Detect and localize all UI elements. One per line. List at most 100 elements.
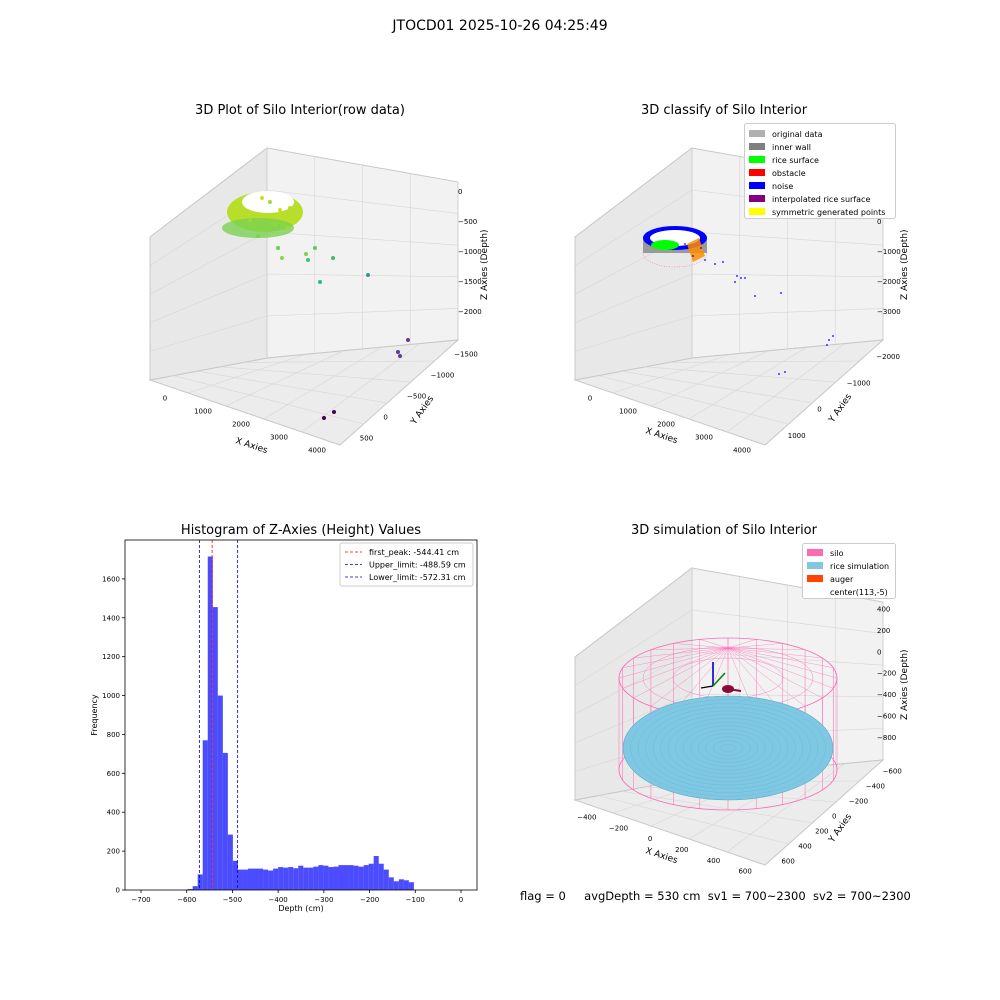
cls-x-tick-label: 4000	[733, 447, 751, 455]
raw-point	[288, 206, 292, 210]
classify-legend-swatch	[749, 195, 765, 202]
histogram-bar	[288, 867, 294, 890]
classify-noise-point	[754, 295, 756, 297]
sv1-value: sv1 = 700~2300	[707, 889, 806, 903]
classify-noise-point	[826, 344, 828, 346]
histogram-bar	[232, 860, 238, 890]
raw-z-ticks: 0 −500 −1000 −1500 −2000	[458, 188, 482, 316]
classify-legend-label: obstacle	[772, 169, 806, 178]
sim-legend: silo rice simulation auger center(113,-5)	[802, 543, 896, 599]
classify-noise-points	[684, 243, 834, 375]
raw-x-tick-label: 0	[163, 395, 167, 403]
histogram-y-tick-label: 200	[107, 848, 120, 856]
classify-noise-point	[784, 371, 786, 373]
classify-noise-point	[744, 277, 746, 279]
sim-legend-label: rice simulation	[830, 562, 889, 571]
histogram-x-tick-label: −100	[406, 896, 425, 904]
histogram-bar	[393, 881, 399, 890]
histogram-bar	[343, 865, 349, 890]
cls-x-tick-label: 1000	[619, 408, 637, 416]
sim-y-tick-label: −200	[849, 798, 868, 806]
histogram-x-tick-label: −300	[314, 896, 333, 904]
histogram-bar	[328, 867, 334, 890]
histogram-x-axis-label: Depth (cm)	[278, 904, 323, 913]
histogram-bar	[308, 867, 314, 890]
classify-noise-point	[704, 259, 706, 261]
histogram-bar	[383, 869, 389, 890]
classify-obstacle	[687, 238, 705, 262]
sim-auger	[700, 662, 742, 693]
histogram-bar	[207, 556, 213, 890]
classify-point-cloud	[642, 226, 708, 268]
sim-x-tick-label: −400	[577, 813, 596, 821]
histogram-x-tick-label: −600	[177, 896, 196, 904]
sim-z-tick-label: −200	[877, 670, 896, 678]
classify-noise-point	[722, 261, 724, 263]
sim-legend-label: silo	[830, 549, 844, 558]
sim-z-tick-label: −600	[877, 713, 896, 721]
histogram-bar	[283, 867, 289, 890]
classify-noise-point	[700, 247, 702, 249]
histogram-axes-frame	[124, 539, 478, 891]
sim-y-axis-label: Y Axies	[827, 812, 855, 845]
cls-z-tick-label: 0	[877, 218, 881, 226]
raw-x-ticks: 0 1000 2000 3000 4000	[163, 395, 326, 455]
sim-y-ticks: 600 400 200 0 −200 −400 −600	[781, 768, 901, 866]
sim-x-ticks: −400 −200 0 200 400 600	[577, 813, 752, 875]
sim-x-axis-label: X Axies	[644, 846, 679, 866]
classify-legend-swatch	[749, 156, 765, 163]
histogram-y-tick-label: 1600	[102, 575, 120, 583]
histogram-bar	[363, 865, 369, 890]
cls-y-tick-label: 0	[817, 406, 821, 414]
histogram-legend-label: Lower_limit: -572.31 cm	[369, 573, 466, 582]
raw-point	[283, 216, 287, 220]
histogram-bar	[242, 869, 248, 890]
classify-plot-title: 3D classify of Silo Interior	[640, 103, 808, 118]
classify-y-axis-label: Y Axies	[827, 392, 855, 425]
sim-rice-surface	[622, 695, 834, 801]
raw-y-tick-label: −500	[407, 393, 426, 401]
histogram-y-tick-label: 1200	[102, 653, 120, 661]
cls-y-tick-label: −1000	[847, 379, 871, 387]
histogram-legend-label: Upper_limit: -488.59 cm	[369, 561, 466, 570]
classify-legend-label: inner wall	[772, 143, 811, 152]
sim-rice-mesh	[630, 699, 826, 797]
classify-legend: original data inner wall rice surface obsta…	[744, 123, 896, 219]
histogram-x-tick-label: 0	[459, 896, 463, 904]
classify-noise-point	[740, 277, 742, 279]
raw-point	[256, 234, 260, 238]
histogram-bar	[358, 866, 364, 890]
histogram-y-ticks: 0 200 400 600 800 1000 1200 1400 1600	[102, 575, 125, 895]
sim-x-tick-label: 200	[675, 846, 688, 854]
classify-noise-point	[734, 281, 736, 283]
raw-z-tick-label: 0	[458, 188, 462, 196]
raw-x-tick-label: 2000	[232, 421, 250, 429]
histogram-bar	[187, 889, 193, 890]
raw-point-cloud	[222, 191, 303, 238]
histogram-title: Histogram of Z-Axies (Height) Values	[180, 523, 422, 538]
classify-rice-surface	[651, 240, 679, 250]
histogram-bar	[253, 868, 259, 890]
histogram-bar	[398, 879, 404, 890]
histogram-bar	[388, 877, 394, 890]
classify-noise-point	[714, 263, 716, 265]
raw-z-tick-label: −1000	[458, 248, 482, 256]
sim-z-tick-label: −400	[877, 691, 896, 699]
raw-z-tick-label: −2000	[458, 308, 482, 316]
classify-legend-swatch	[749, 182, 765, 189]
histogram-bar	[403, 880, 409, 890]
classify-legend-label: original data	[772, 130, 823, 139]
cls-y-tick-label: −2000	[876, 353, 900, 361]
histogram-bar	[258, 868, 264, 890]
histogram-x-tick-label: −200	[360, 896, 379, 904]
sim-plot-title: 3D simulation of Silo Interior	[631, 523, 817, 538]
classify-z-axis-label: Z Axies (Depth)	[900, 229, 910, 300]
histogram-y-tick-label: 1000	[102, 692, 120, 700]
raw-point	[332, 410, 336, 414]
histogram-bar	[247, 868, 253, 890]
sim-x-tick-label: 0	[648, 835, 652, 843]
histogram-bar	[278, 867, 284, 890]
histogram-bar	[237, 869, 243, 890]
raw-point	[304, 252, 308, 256]
